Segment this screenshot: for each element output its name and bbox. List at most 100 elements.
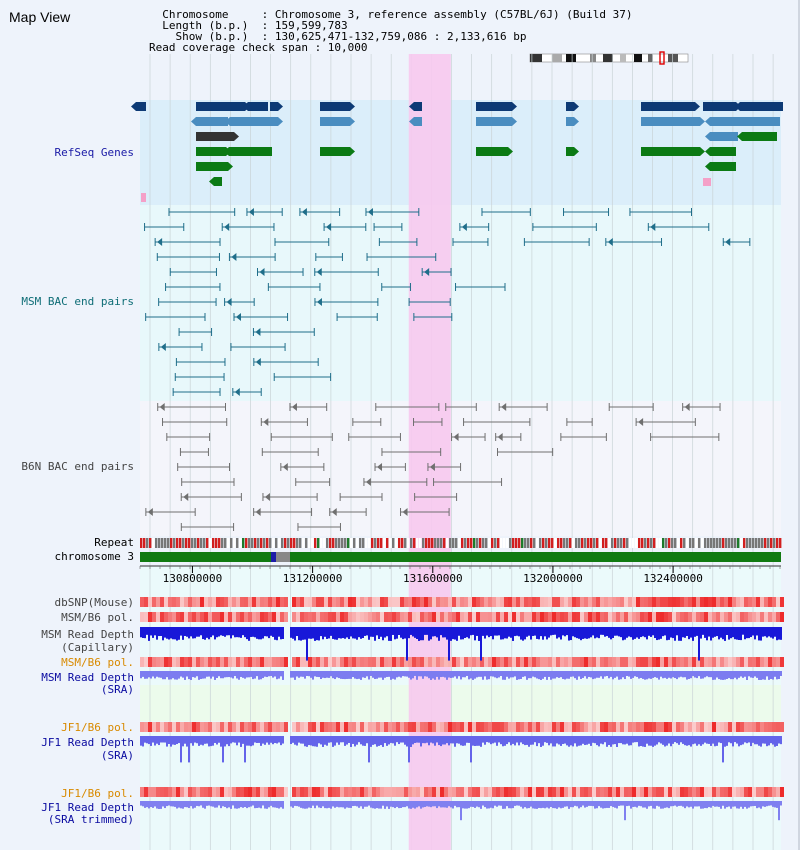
- track-label-jf1-depth-trim-1[interactable]: JF1 Read Depth: [41, 801, 134, 814]
- msm-depth-cap-bar: [472, 627, 474, 635]
- dbsnp-heat-cell: [180, 597, 184, 607]
- jf1-pol-trim-heat-cell: [580, 787, 584, 797]
- msm-pol-sra-heat-cell: [188, 657, 192, 667]
- gene-strand-arrow: [700, 117, 705, 126]
- msm-depth-sra-bar: [708, 671, 710, 678]
- dbsnp-heat-cell: [260, 597, 264, 607]
- jf1-depth-sra-bar: [496, 736, 498, 746]
- jf1-depth-trim-bar: [680, 801, 682, 806]
- gene-strand-arrow: [228, 162, 233, 171]
- b6n-bac-pair-arrow: [402, 508, 408, 516]
- track-label-chromosome[interactable]: chromosome 3: [55, 550, 134, 563]
- jf1-depth-sra-bar: [356, 736, 358, 745]
- msm-bac-pair-arrow: [316, 268, 322, 276]
- msm-depth-sra-bar: [564, 671, 566, 680]
- jf1-pol-trim-heat-cell: [500, 787, 504, 797]
- track-label-msm-depth-sra-1[interactable]: MSM Read Depth: [41, 671, 134, 684]
- jf1-depth-sra-bar: [564, 736, 566, 744]
- msm-depth-sra-bar: [546, 671, 548, 680]
- jf1-depth-trim-bar: [168, 801, 170, 806]
- track-label-jf1-pol-1[interactable]: JF1/B6 pol.: [61, 721, 134, 734]
- jf1-depth-sra-bar: [510, 736, 512, 746]
- msm-depth-cap-bar: [672, 627, 674, 639]
- track-label-msm-pol-2[interactable]: MSM/B6 pol.: [61, 656, 134, 669]
- jf1-depth-sra-bar: [190, 736, 192, 744]
- track-label-msm-depth-cap-1[interactable]: MSM Read Depth: [41, 628, 134, 641]
- msm-bac-end-pair-features[interactable]: [144, 208, 751, 396]
- repeat-element: [551, 538, 554, 548]
- dbsnp-heat-cell: [764, 597, 768, 607]
- msm-pol-heat-cell: [356, 612, 360, 622]
- selected-region-highlight[interactable]: [408, 54, 451, 850]
- jf1-pol-trim-heat-cell: [724, 787, 728, 797]
- msm-depth-sra-bar: [276, 671, 278, 680]
- dbsnp-heat-cell: [560, 597, 564, 607]
- dbsnp-heat-cell: [608, 597, 612, 607]
- b6n-bac-end-pair-features[interactable]: [145, 403, 721, 531]
- jf1-depth-sra-bar: [670, 736, 672, 747]
- chromosome-bar[interactable]: [140, 552, 781, 562]
- jf1-pol-trim-heat-cell: [644, 787, 648, 797]
- jf1-depth-sra-bar: [308, 736, 310, 746]
- jf1-depth-sra-bar: [270, 736, 272, 743]
- jf1-depth-trim-bar: [772, 801, 774, 807]
- jf1-depth-sra-bar: [592, 736, 594, 743]
- read-depth-tracks[interactable]: [140, 627, 782, 821]
- repeat-element: [740, 538, 743, 548]
- jf1-depth-trim-bar: [152, 801, 154, 808]
- refseq-track-bg: [140, 100, 781, 205]
- msm-depth-sra-bar: [378, 671, 380, 678]
- track-label-jf1-pol-2[interactable]: JF1/B6 pol.: [61, 787, 134, 800]
- jf1-depth-sra-bar: [468, 736, 470, 743]
- msm-depth-sra-bar: [430, 671, 432, 680]
- track-label-jf1-depth-sra-1[interactable]: JF1 Read Depth: [41, 736, 134, 749]
- repeat-track[interactable]: [140, 538, 782, 548]
- track-label-b6n-bac[interactable]: B6N BAC end pairs: [21, 460, 134, 473]
- dbsnp-heat-cell: [316, 597, 320, 607]
- dbsnp-heat-cell: [404, 597, 408, 607]
- msm-pol-heat-cell: [292, 612, 296, 622]
- repeat-element: [509, 538, 512, 548]
- jf1-depth-trim-bar: [638, 801, 640, 806]
- jf1-depth-sra-bar: [160, 736, 162, 743]
- refseq-gene-features[interactable]: [131, 102, 783, 202]
- repeat-element: [389, 538, 392, 548]
- track-label-dbsnp[interactable]: dbSNP(Mouse): [55, 596, 134, 609]
- track-label-refseq[interactable]: RefSeq Genes: [55, 146, 134, 159]
- msm-depth-cap-bar: [318, 627, 320, 641]
- track-label-msm-bac[interactable]: MSM BAC end pairs: [21, 295, 134, 308]
- msm-pol-sra-heat-cell: [596, 657, 600, 667]
- msm-depth-cap-bar: [350, 627, 352, 637]
- track-label-repeat[interactable]: Repeat: [94, 536, 134, 549]
- jf1-depth-trim-bar: [202, 801, 204, 808]
- jf1-depth-trim-bar: [418, 801, 420, 807]
- msm-depth-sra-bar: [190, 671, 192, 680]
- repeat-element: [734, 538, 737, 548]
- msm-depth-sra-bar: [410, 671, 412, 680]
- jf1-depth-sra-bar: [498, 736, 500, 743]
- jf1-pol-heat-cell: [664, 722, 668, 732]
- jf1-pol-trim-heat-cell: [276, 787, 280, 797]
- repeat-element: [326, 538, 329, 548]
- msm-depth-cap-bar: [460, 627, 462, 640]
- jf1-depth-trim-bar: [676, 801, 678, 807]
- msm-depth-sra-bar: [508, 671, 510, 679]
- info-show-range: Show (b.p.) : 130,625,471-132,759,086 : …: [149, 30, 527, 43]
- jf1-depth-sra-bar: [360, 736, 362, 745]
- msm-depth-cap-bar: [196, 627, 198, 637]
- jf1-depth-sra-bar: [296, 736, 298, 746]
- msm-pol-sra-heat-cell: [700, 657, 704, 667]
- msm-depth-sra-bar: [702, 671, 704, 679]
- axis-tick-label: 131200000: [283, 572, 343, 585]
- track-label-msm-pol-1[interactable]: MSM/B6 pol.: [61, 611, 134, 624]
- polymorphism-heat-tracks[interactable]: [140, 597, 784, 797]
- msm-depth-sra-bar: [434, 671, 436, 680]
- jf1-depth-sra-bar: [302, 736, 304, 744]
- jf1-depth-sra-bar: [198, 736, 200, 746]
- msm-depth-sra-bar: [228, 671, 230, 678]
- chromosome-ideogram[interactable]: [529, 51, 689, 65]
- jf1-depth-sra-bar: [424, 736, 426, 744]
- msm-depth-cap-bar: [382, 627, 384, 641]
- jf1-pol-trim-heat-cell: [408, 787, 412, 797]
